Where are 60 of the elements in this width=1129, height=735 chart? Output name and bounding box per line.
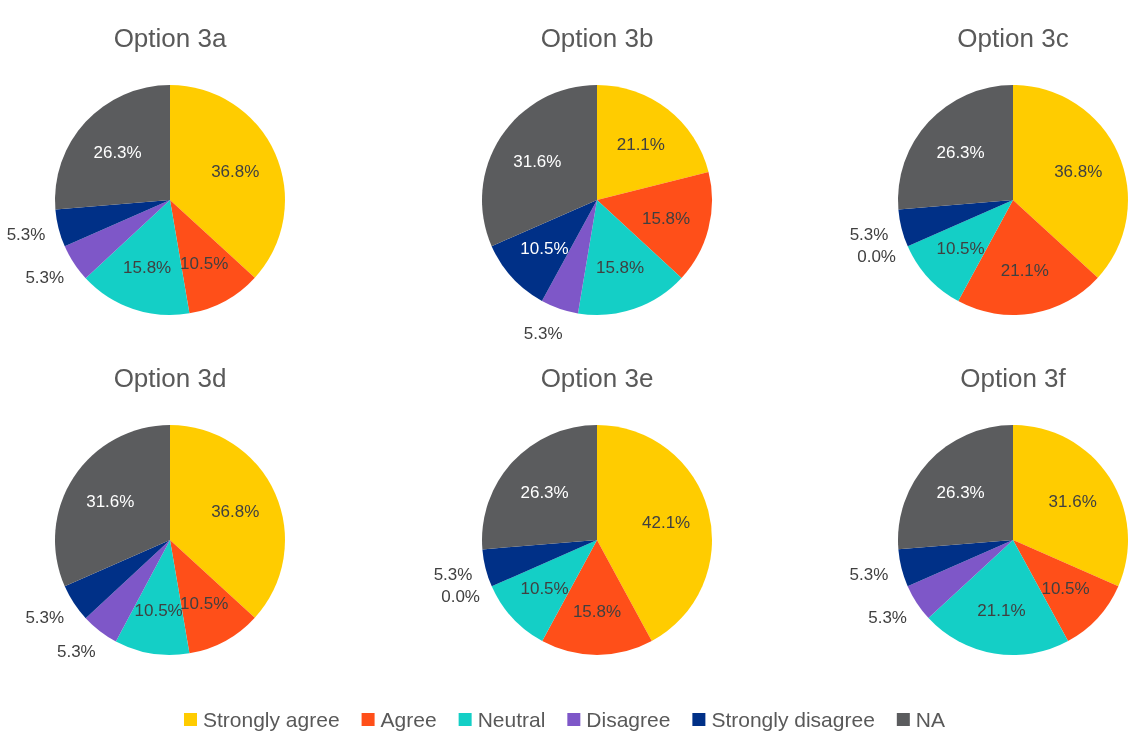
chart-title: Option 3d [113, 363, 227, 393]
pie-slice [55, 200, 170, 247]
data-label: 15.8% [595, 258, 645, 278]
data-label: 5.3% [523, 323, 563, 343]
data-label: 31.6% [513, 151, 562, 171]
chart-title: Option 3b [540, 23, 654, 53]
data-label: 36.8% [211, 162, 260, 182]
chart-title: Option 3c [957, 23, 1069, 53]
data-label: 5.3% [433, 565, 473, 585]
data-label: 10.5% [180, 253, 229, 273]
data-label: 26.3% [936, 482, 985, 502]
legend-label: Strongly disagree [711, 708, 875, 732]
data-label: 36.8% [211, 502, 260, 522]
chart-title: Option 3a [113, 23, 227, 53]
data-label: 5.3% [25, 607, 65, 627]
data-label: 5.3% [849, 565, 889, 585]
data-label: 5.3% [25, 267, 65, 287]
data-label: 10.5% [1041, 579, 1090, 599]
data-label: 5.3% [6, 225, 46, 245]
text: 0.0% [857, 247, 896, 267]
legend-label: NA [915, 708, 946, 732]
legend-label: Agree [380, 708, 437, 732]
pie-slice [597, 85, 709, 200]
chart-title: Option 3f [960, 363, 1067, 393]
data-label: 5.3% [849, 225, 889, 245]
pie-slice [491, 200, 597, 301]
legend-label: Disagree [586, 708, 671, 732]
data-label: 15.8% [641, 208, 691, 228]
data-label: 42.1% [642, 513, 691, 533]
data-label: 15.8% [572, 602, 622, 622]
data-label: 26.3% [520, 482, 569, 502]
pie-slice [898, 85, 1013, 210]
data-label: 10.5% [936, 239, 985, 259]
data-label: 36.8% [1054, 162, 1103, 182]
data-label: 10.5% [520, 579, 569, 599]
data-label: 21.1% [616, 134, 665, 154]
data-label: 31.6% [86, 491, 135, 511]
data-label: 31.6% [1048, 491, 1097, 511]
pie-slice [170, 85, 285, 278]
chart-title: Option 3e [540, 363, 654, 393]
data-label: 21.1% [977, 601, 1026, 621]
data-label: 15.8% [123, 258, 172, 278]
pie-slice [482, 425, 597, 550]
data-label: 10.5% [520, 239, 569, 259]
data-label: 5.3% [868, 607, 907, 627]
pie-slice [55, 85, 170, 210]
pie-slice [55, 425, 170, 587]
legend-label: Neutral [477, 708, 546, 732]
legend-label: Strongly agree [202, 708, 340, 732]
pie-slice [170, 200, 255, 314]
data-label: 5.3% [56, 642, 96, 662]
text: 0.0% [441, 587, 480, 607]
data-label: 26.3% [93, 142, 142, 162]
pie-slice [64, 200, 170, 279]
pie-slice [898, 425, 1013, 550]
data-label: 26.3% [936, 142, 985, 162]
data-label: 10.5% [134, 601, 183, 621]
data-label: 21.1% [1000, 261, 1049, 281]
pie-slice [597, 171, 712, 278]
pie-slice [898, 540, 1013, 587]
